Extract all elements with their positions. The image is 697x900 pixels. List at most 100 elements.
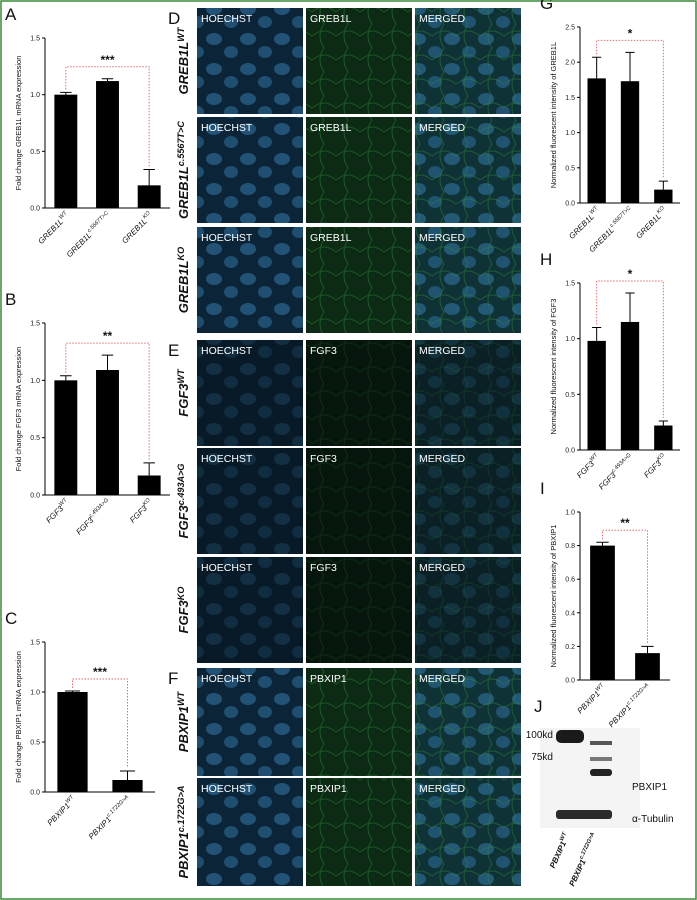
column-label: FGF3: [310, 345, 337, 357]
membrane-overlay: [306, 557, 412, 663]
row-label-sup: WT: [176, 26, 186, 42]
x-tick-label-sup: c.1722G>A: [626, 682, 650, 706]
membrane-overlay: [306, 668, 412, 776]
x-tick-label-sup: KO: [656, 205, 666, 215]
column-label: MERGED: [419, 453, 466, 465]
significance-label: ***: [100, 53, 114, 67]
column-label: PBXIP1: [310, 673, 347, 685]
significance-label: ***: [93, 665, 107, 679]
row-label: GREB1LKO: [176, 247, 191, 313]
column-label: HOECHST: [201, 122, 253, 134]
bar: [635, 653, 660, 680]
x-tick-label: GREB1LKO: [634, 205, 670, 241]
column-label: MERGED: [419, 783, 466, 795]
membrane-overlay: [306, 227, 412, 333]
bar: [587, 78, 606, 203]
error-bar: [119, 770, 136, 780]
lane-label: PBXIP1WT: [547, 831, 572, 869]
bar: [654, 425, 673, 450]
row-label-base: GREB1L: [176, 42, 191, 95]
error-bar: [625, 292, 635, 322]
y-tick-label: 1.0: [565, 336, 575, 343]
x-tick-label: GREB1LWT: [567, 205, 603, 241]
row-label: PBXIP1WT: [176, 690, 191, 752]
lane-label-sup: c.1722G>A: [579, 832, 597, 861]
row-label-sup: WT: [176, 690, 186, 706]
panel-letter: E: [168, 341, 179, 360]
bar: [620, 81, 640, 203]
x-tick-label-sup: WT: [589, 205, 600, 216]
blot-band: [590, 741, 612, 745]
y-axis-label: Normalized fluorescent intensity of GREB…: [549, 42, 558, 188]
marker-label: 100kd: [526, 730, 553, 741]
error-bar: [101, 354, 114, 371]
error-bar: [592, 327, 602, 341]
panel-letter: B: [5, 290, 16, 309]
column-label: GREB1L: [310, 13, 352, 25]
band-label: α-Tubulin: [632, 814, 674, 825]
nuclei-overlay: [197, 117, 303, 223]
x-tick-label-sup: c.5567T>C: [86, 210, 110, 234]
y-tick-label: 0.5: [565, 392, 575, 399]
significance-bracket: [596, 39, 664, 179]
column-label: MERGED: [419, 13, 466, 25]
error-bar: [658, 420, 668, 426]
error-bar: [596, 541, 609, 546]
x-tick-label-sup: WT: [58, 210, 69, 221]
x-tick-label-sup: KO: [656, 452, 666, 462]
column-label: HOECHST: [201, 453, 253, 465]
column-label: HOECHST: [201, 673, 253, 685]
bar: [590, 545, 615, 680]
x-tick-label: FGF3c.493A>G: [596, 452, 636, 492]
y-tick-label: 0.2: [565, 644, 575, 651]
bar: [620, 321, 640, 450]
blot-band: [590, 757, 612, 761]
y-tick-label: 1.0: [30, 92, 40, 99]
y-tick-label: 0.5: [30, 435, 40, 442]
row-label-sup: KO: [176, 247, 186, 261]
membrane-overlay: [415, 557, 521, 663]
y-tick-label: 1.5: [565, 281, 575, 288]
error-bar: [60, 91, 72, 95]
x-tick-label-base: GREB1L: [65, 231, 94, 260]
x-tick-label: FGF3KO: [641, 452, 669, 480]
membrane-overlay: [306, 340, 412, 446]
bar: [96, 81, 119, 208]
bar: [96, 370, 119, 495]
y-tick-label: 0.0: [565, 678, 575, 685]
x-tick-label: GREB1LWT: [36, 210, 72, 246]
column-label: MERGED: [419, 673, 466, 685]
error-bar: [592, 56, 602, 79]
column-label: MERGED: [419, 232, 466, 244]
x-tick-label-base: GREB1L: [634, 212, 663, 241]
y-tick-label: 1.0: [565, 510, 575, 517]
x-tick-label-sup: c.493A>G: [611, 452, 633, 474]
row-label-base: GREB1L: [176, 260, 191, 313]
column-label: HOECHST: [201, 232, 253, 244]
membrane-overlay: [306, 8, 412, 114]
y-tick-label: 0.5: [30, 149, 40, 156]
x-tick-label-base: GREB1L: [587, 226, 616, 255]
row-label-sup: c.5567T>C: [176, 121, 186, 167]
row-label-base: PBXIP1: [176, 706, 191, 752]
y-tick-label: 0.8: [565, 543, 575, 550]
bar: [137, 475, 161, 495]
x-tick-label: PBXIP1c.1722G>A: [606, 682, 653, 729]
x-tick-label-base: GREB1L: [567, 212, 596, 241]
blot-band: [590, 769, 612, 776]
x-tick-label: FGF3WT: [574, 452, 602, 480]
bar: [654, 189, 673, 203]
row-label: FGF3WT: [176, 368, 191, 417]
y-tick-label: 1.0: [30, 690, 40, 697]
lane-label-base: PBXIP1: [548, 839, 568, 869]
blot-band: [556, 730, 584, 743]
significance-bracket: [65, 342, 150, 460]
error-bar: [625, 51, 635, 82]
y-tick-label: 1.5: [565, 95, 575, 102]
lane-label-sup: WT: [559, 831, 568, 842]
lane-label: PBXIP1c.1722G>A: [567, 832, 600, 888]
x-tick-label: GREB1Lc.5567T>C: [64, 210, 114, 260]
panel-letter: H: [540, 250, 552, 269]
row-label-base: FGF3: [176, 383, 191, 417]
